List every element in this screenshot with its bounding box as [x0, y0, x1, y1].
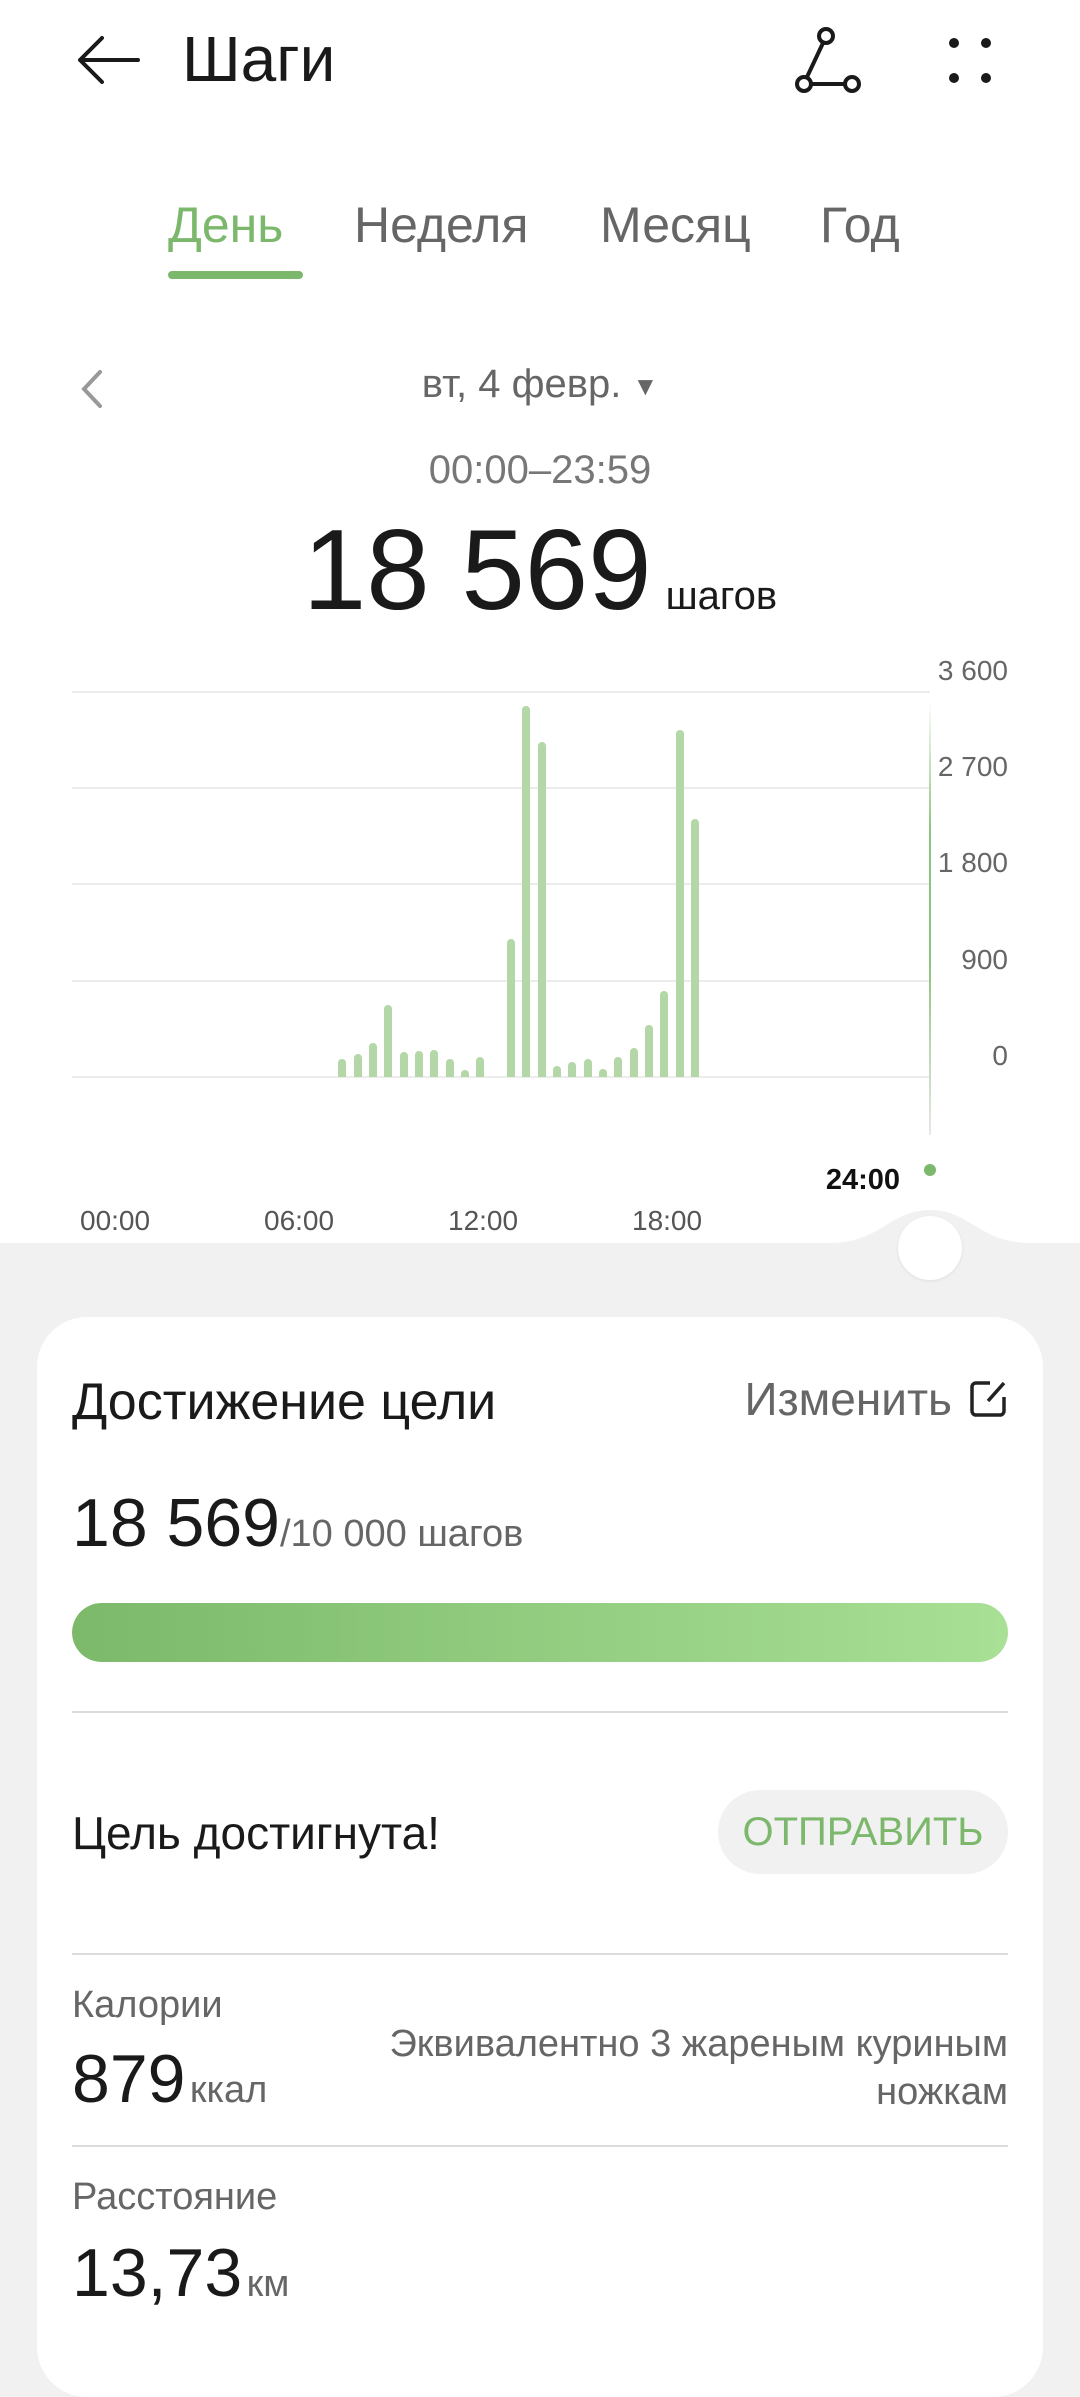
share-button[interactable] — [790, 24, 866, 96]
gridline — [72, 1076, 930, 1078]
y-tick-label: 0 — [992, 1040, 1008, 1071]
date-selector[interactable]: вт, 4 февр. ▼ — [0, 362, 1080, 407]
distance-label: Расстояние — [72, 2176, 278, 2218]
chart-bar — [430, 1049, 439, 1077]
calories-label: Калории — [72, 1984, 223, 2026]
distance-unit: км — [246, 2263, 290, 2305]
chart-bar — [353, 1054, 362, 1077]
y-tick-label: 2 700 — [937, 751, 1008, 782]
y-tick-label: 1 800 — [937, 847, 1008, 878]
previous-day-button[interactable] — [72, 364, 112, 414]
goal-status: Цель достигнута! — [72, 1807, 440, 1859]
goal-progress-fill — [72, 1603, 1008, 1662]
more-button[interactable] — [940, 30, 1000, 90]
more-dots-icon — [949, 38, 991, 83]
cursor-dot — [924, 1164, 936, 1176]
time-range: 00:00–23:59 — [428, 448, 652, 492]
tab-indicator — [168, 271, 303, 279]
tab-week[interactable]: Неделя — [354, 197, 529, 253]
chevron-left-icon — [81, 370, 102, 408]
chart-bar — [507, 939, 516, 1077]
chart-bar — [553, 1065, 562, 1077]
goal-progress-bar — [72, 1603, 1008, 1662]
chart-bar — [369, 1042, 378, 1077]
send-button[interactable]: ОТПРАВИТЬ — [718, 1790, 1008, 1874]
tab-year[interactable]: Год — [820, 197, 900, 253]
edit-icon — [970, 1381, 1006, 1417]
steps-value: 18 569 — [302, 507, 652, 634]
arrow-left-icon — [78, 36, 140, 84]
chart-bar — [399, 1052, 408, 1077]
chart-bar — [522, 705, 531, 1077]
chart-bar — [415, 1051, 424, 1077]
goal-target: /10 000 шагов — [279, 1513, 524, 1555]
edit-goal-button[interactable]: Изменить — [745, 1372, 1009, 1426]
chart-bar — [537, 741, 546, 1077]
chart-bar — [614, 1057, 623, 1077]
chart-bar — [675, 729, 684, 1077]
gridline — [72, 980, 930, 982]
equivalent-line: ножкам — [876, 2071, 1008, 2113]
distance-value-row: 13,73 км — [72, 2234, 289, 2312]
chart-bar — [476, 1056, 485, 1077]
chart-bar — [384, 1005, 393, 1077]
calories-unit: ккал — [189, 2069, 268, 2111]
share-nodes-icon — [795, 27, 861, 93]
chart-bar — [568, 1062, 577, 1077]
gridline — [72, 787, 930, 789]
y-tick-label: 3 600 — [937, 655, 1008, 686]
distance-value: 13,73 — [72, 2235, 243, 2311]
x-tick-label: 06:00 — [264, 1205, 335, 1236]
chart-bar — [445, 1058, 454, 1077]
tab-day[interactable]: День — [168, 197, 284, 253]
time-slider-handle[interactable] — [898, 1216, 962, 1280]
chart-bar — [660, 991, 669, 1077]
cursor-time-label: 24:00 — [825, 1164, 900, 1196]
gridline — [72, 883, 930, 885]
caret-down-icon: ▼ — [632, 370, 659, 401]
divider — [72, 2145, 1008, 2147]
chart-bar — [691, 818, 700, 1077]
time-cursor-line[interactable] — [929, 700, 931, 1135]
calories-value: 879 — [72, 2041, 186, 2117]
y-tick-label: 900 — [961, 944, 1008, 975]
chart-bar — [583, 1059, 592, 1077]
equivalent-line: Эквивалентно 3 жареным куриным — [389, 2023, 1008, 2065]
chart-bar — [645, 1025, 654, 1077]
chart-bar — [629, 1047, 638, 1077]
steps-unit: шагов — [665, 574, 778, 618]
divider — [72, 1953, 1008, 1955]
calories-value-row: 879 ккал — [72, 2040, 267, 2118]
date-label: вт, 4 февр. — [421, 362, 622, 406]
total-steps: 18 569 шагов — [0, 505, 1080, 636]
goal-current: 18 569 — [72, 1485, 280, 1561]
divider — [72, 1711, 1008, 1713]
calories-equivalent: Эквивалентно 3 жареным куриным ножкам — [389, 2020, 1008, 2116]
x-tick-label: 12:00 — [448, 1205, 519, 1236]
x-tick-label: 18:00 — [632, 1205, 703, 1236]
tab-month[interactable]: Месяц — [600, 197, 751, 253]
goal-title: Достижение цели — [72, 1373, 497, 1431]
chart-bar — [461, 1069, 470, 1077]
chart-bar — [599, 1068, 608, 1077]
x-tick-label: 00:00 — [80, 1205, 151, 1236]
goal-progress-text: 18 569/10 000 шагов — [72, 1484, 523, 1562]
chart-bar — [338, 1059, 347, 1077]
page-title: Шаги — [182, 23, 336, 95]
gridline — [72, 691, 930, 693]
edit-label: Изменить — [744, 1373, 953, 1425]
back-button[interactable] — [74, 30, 144, 90]
